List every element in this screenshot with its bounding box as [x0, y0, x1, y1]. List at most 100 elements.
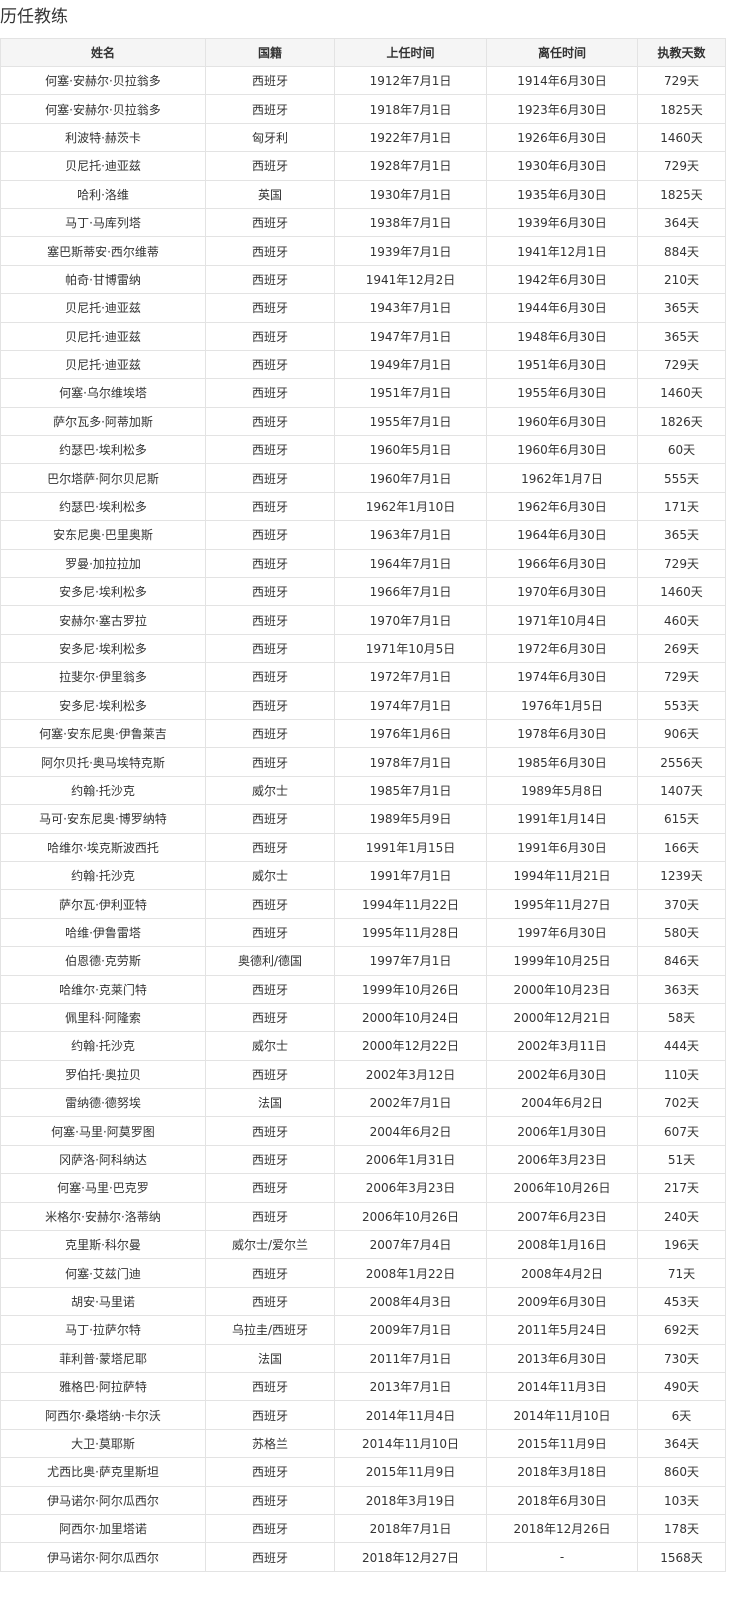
table-row: 马丁·拉萨尔特 乌拉圭/西班牙 2009年7月1日 2011年5月24日 692天 — [0, 1315, 726, 1345]
nationality: 法国 — [205, 1088, 335, 1118]
tenure-days: 217天 — [637, 1173, 726, 1203]
table-row: 贝尼托·迪亚兹 西班牙 1928年7月1日 1930年6月30日 729天 — [0, 151, 726, 181]
nationality: 乌拉圭/西班牙 — [205, 1315, 335, 1345]
end-date: 2018年12月26日 — [486, 1513, 638, 1544]
nationality: 英国 — [205, 179, 335, 209]
end-date: 1942年6月30日 — [486, 264, 638, 295]
tenure-days: 615天 — [637, 804, 726, 834]
table-row: 哈维尔·克莱门特 西班牙 1999年10月26日 2000年10月23日 363天 — [0, 974, 726, 1004]
nationality: 西班牙 — [205, 1002, 335, 1033]
start-date: 1947年7月1日 — [334, 321, 487, 351]
tenure-days: 729天 — [637, 349, 726, 380]
end-date: 1923年6月30日 — [486, 94, 638, 124]
nationality: 西班牙 — [205, 605, 335, 635]
coach-name: 约翰·托沙克 — [0, 1031, 206, 1061]
nationality: 威尔士 — [205, 860, 335, 891]
table-row: 塞巴斯蒂安·西尔维蒂 西班牙 1939年7月1日 1941年12月1日 884天 — [0, 236, 726, 266]
table-row: 安多尼·埃利松多 西班牙 1974年7月1日 1976年1月5日 553天 — [0, 690, 726, 720]
tenure-days: 60天 — [637, 435, 726, 465]
nationality: 西班牙 — [205, 1513, 335, 1544]
tenure-days: 365天 — [637, 321, 726, 351]
start-date: 1995年11月28日 — [334, 917, 487, 948]
coach-name: 米格尔·安赫尔·洛蒂纳 — [0, 1201, 206, 1232]
table-row: 尤西比奥·萨克里斯坦 西班牙 2015年11月9日 2018年3月18日 860天 — [0, 1457, 726, 1487]
table-row: 阿西尔·桑塔纳·卡尔沃 西班牙 2014年11月4日 2014年11月10日 6天 — [0, 1400, 726, 1430]
nationality: 西班牙 — [205, 435, 335, 465]
coach-name: 何塞·安东尼奥·伊鲁莱吉 — [0, 718, 206, 749]
section-title: 历任教练 — [0, 7, 68, 27]
coach-name: 塞巴斯蒂安·西尔维蒂 — [0, 236, 206, 266]
tenure-days: 1825天 — [637, 179, 726, 209]
tenure-days: 555天 — [637, 463, 726, 493]
coach-name: 巴尔塔萨·阿尔贝尼斯 — [0, 463, 206, 493]
nationality: 西班牙 — [205, 917, 335, 948]
nationality: 西班牙 — [205, 718, 335, 749]
end-date: 2018年6月30日 — [486, 1485, 638, 1515]
end-date: 1978年6月30日 — [486, 718, 638, 749]
table-row: 贝尼托·迪亚兹 西班牙 1949年7月1日 1951年6月30日 729天 — [0, 349, 726, 380]
nationality: 西班牙 — [205, 378, 335, 408]
tenure-days: 730天 — [637, 1343, 726, 1373]
column-header: 国籍 — [205, 38, 335, 67]
end-date: 1962年1月7日 — [486, 463, 638, 493]
coach-name: 哈维·伊鲁雷塔 — [0, 917, 206, 948]
tenure-days: 692天 — [637, 1315, 726, 1345]
nationality: 西班牙 — [205, 151, 335, 181]
tenure-days: 906天 — [637, 718, 726, 749]
start-date: 1928年7月1日 — [334, 151, 487, 181]
start-date: 1943年7月1日 — [334, 293, 487, 323]
nationality: 西班牙 — [205, 690, 335, 720]
coach-name: 冈萨洛·阿科纳达 — [0, 1144, 206, 1175]
start-date: 1997年7月1日 — [334, 946, 487, 976]
tenure-days: 196天 — [637, 1230, 726, 1260]
nationality: 西班牙 — [205, 463, 335, 493]
tenure-days: 1568天 — [637, 1542, 726, 1572]
end-date: 1976年1月5日 — [486, 690, 638, 720]
coach-name: 大卫·莫耶斯 — [0, 1428, 206, 1459]
tenure-days: 729天 — [637, 151, 726, 181]
coach-name: 阿尔贝托·奥马埃特克斯 — [0, 747, 206, 777]
end-date: 1997年6月30日 — [486, 917, 638, 948]
end-date: 2006年3月23日 — [486, 1144, 638, 1175]
table-row: 伊马诺尔·阿尔瓜西尔 西班牙 2018年12月27日 -1568天 — [0, 1542, 726, 1572]
coach-name: 何塞·安赫尔·贝拉翁多 — [0, 65, 206, 96]
table-row: 何塞·乌尔维埃塔 西班牙 1951年7月1日 1955年6月30日 1460天 — [0, 378, 726, 408]
tenure-days: 2556天 — [637, 747, 726, 777]
coach-name: 约瑟巴·埃利松多 — [0, 435, 206, 465]
table-row: 何塞·安赫尔·贝拉翁多 西班牙 1912年7月1日 1914年6月30日 729天 — [0, 65, 726, 96]
start-date: 1962年1月10日 — [334, 491, 487, 522]
coach-name: 约瑟巴·埃利松多 — [0, 491, 206, 522]
nationality: 苏格兰 — [205, 1428, 335, 1459]
table-row: 何塞·安东尼奥·伊鲁莱吉 西班牙 1976年1月6日 1978年6月30日 906天 — [0, 718, 726, 749]
start-date: 2002年3月12日 — [334, 1059, 487, 1090]
table-row: 罗曼·加拉拉加 西班牙 1964年7月1日 1966年6月30日 729天 — [0, 548, 726, 579]
tenure-days: 210天 — [637, 264, 726, 295]
start-date: 1963年7月1日 — [334, 520, 487, 550]
coach-name: 菲利普·蒙塔尼耶 — [0, 1343, 206, 1373]
tenure-days: 580天 — [637, 917, 726, 948]
table-row: 何塞·艾兹门迪 西班牙 2008年1月22日 2008年4月2日 71天 — [0, 1258, 726, 1288]
start-date: 2006年10月26日 — [334, 1201, 487, 1232]
nationality: 西班牙 — [205, 577, 335, 607]
start-date: 2013年7月1日 — [334, 1371, 487, 1402]
nationality: 西班牙 — [205, 520, 335, 550]
table-row: 冈萨洛·阿科纳达 西班牙 2006年1月31日 2006年3月23日 51天 — [0, 1144, 726, 1175]
tenure-days: 1460天 — [637, 122, 726, 153]
end-date: 1955年6月30日 — [486, 378, 638, 408]
end-date: 1991年1月14日 — [486, 804, 638, 834]
nationality: 西班牙 — [205, 1542, 335, 1572]
table-row: 雷纳德·德努埃 法国 2002年7月1日 2004年6月2日 702天 — [0, 1088, 726, 1118]
nationality: 西班牙 — [205, 804, 335, 834]
coach-name: 贝尼托·迪亚兹 — [0, 321, 206, 351]
start-date: 1999年10月26日 — [334, 974, 487, 1004]
end-date: 1972年6月30日 — [486, 633, 638, 664]
end-date: 2018年3月18日 — [486, 1457, 638, 1487]
end-date: 1989年5月8日 — [486, 775, 638, 806]
table-row: 哈维尔·埃克斯波西托 西班牙 1991年1月15日 1991年6月30日 166天 — [0, 832, 726, 862]
coach-name: 帕奇·甘博雷纳 — [0, 264, 206, 295]
start-date: 1955年7月1日 — [334, 406, 487, 437]
nationality: 西班牙 — [205, 1485, 335, 1515]
tenure-days: 846天 — [637, 946, 726, 976]
coach-name: 贝尼托·迪亚兹 — [0, 349, 206, 380]
